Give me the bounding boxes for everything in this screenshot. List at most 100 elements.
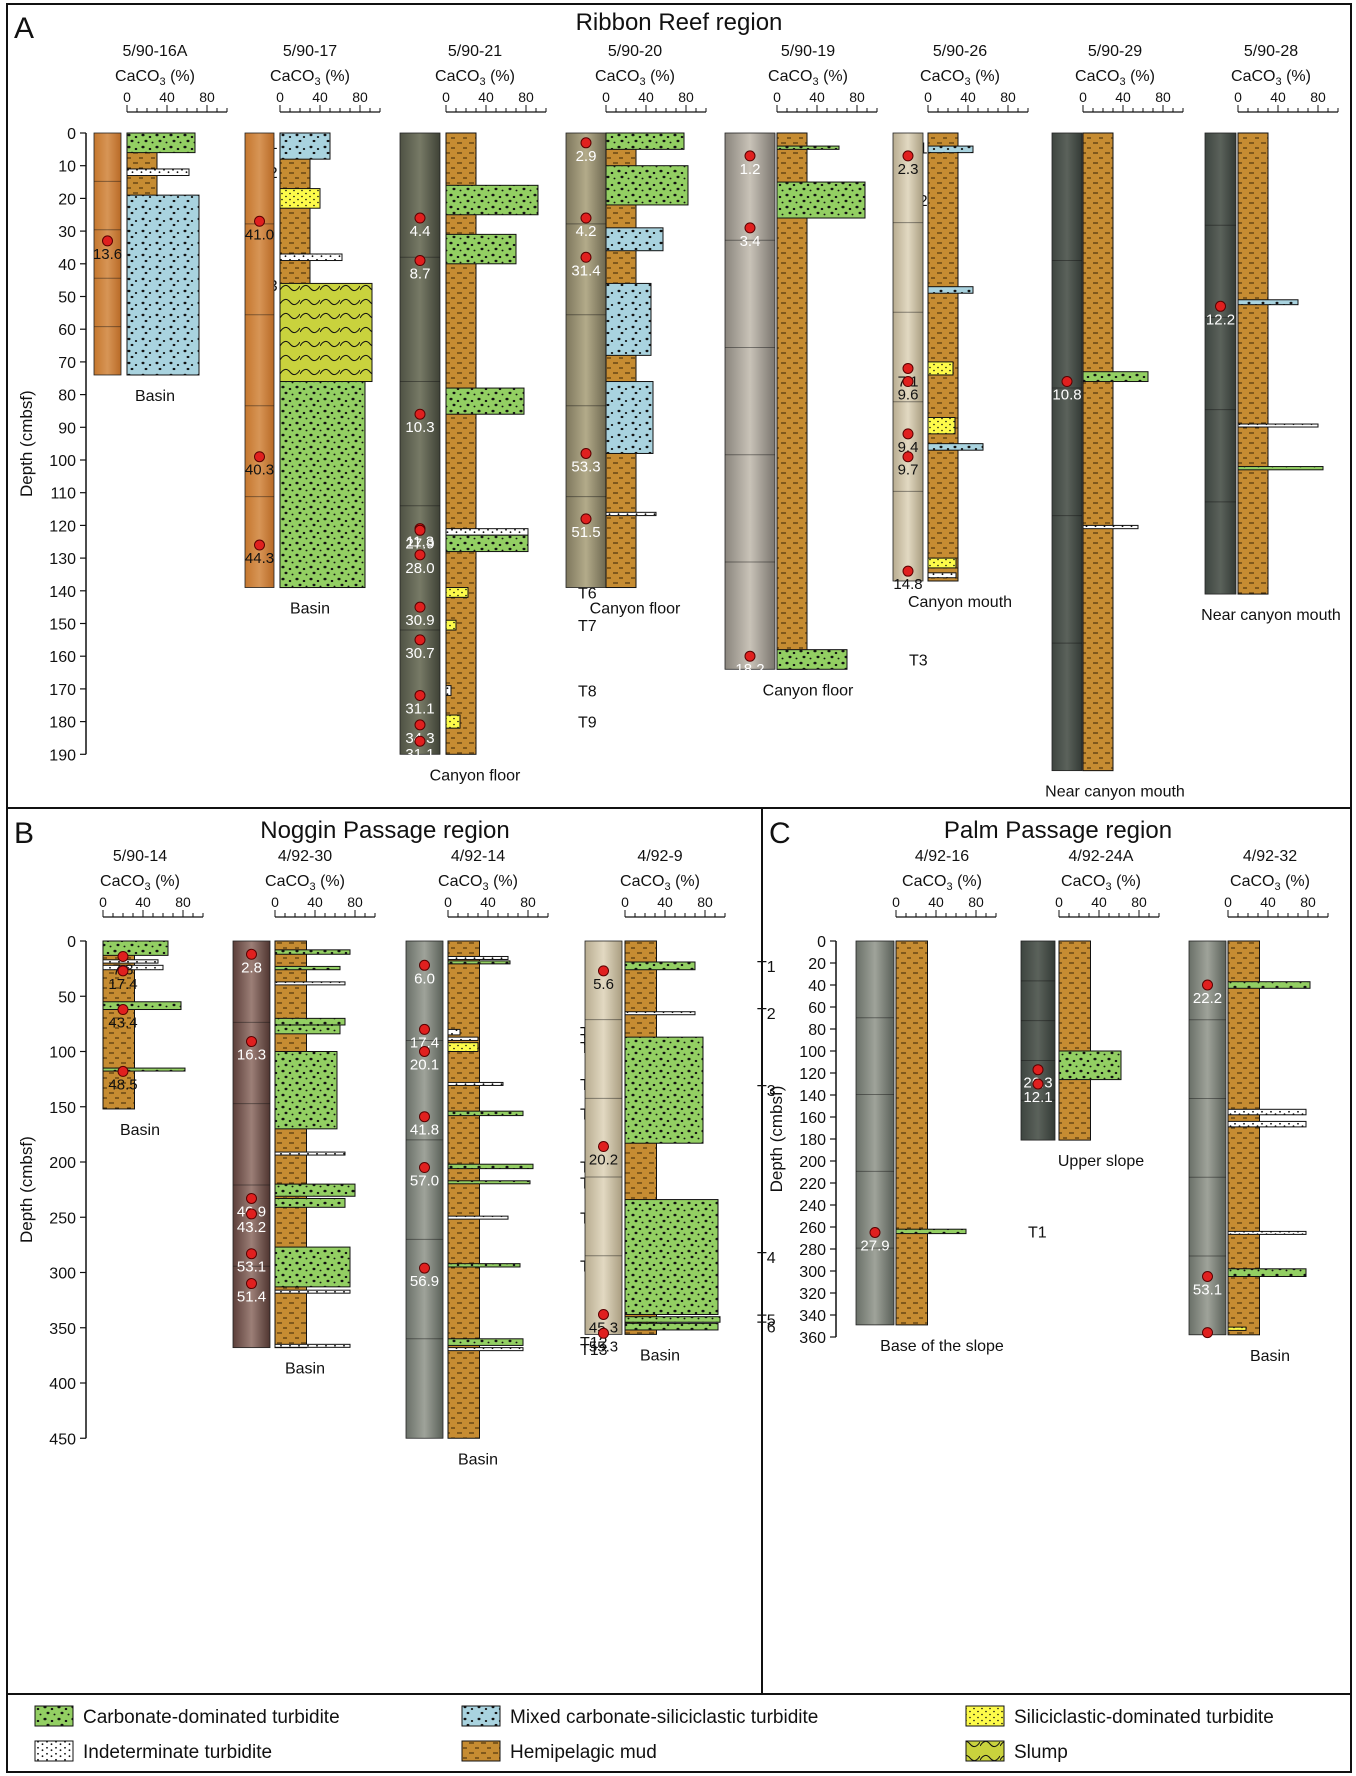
- depth-tick-label: 70: [58, 355, 76, 372]
- sample-dot: [102, 235, 113, 247]
- legend-label: Indeterminate turbidite: [83, 1742, 272, 1763]
- sample-caco3-value: 4.2: [576, 223, 597, 240]
- sample-caco3-value: 27.9: [860, 1238, 889, 1255]
- turbidite-t5: [927, 443, 984, 451]
- turbidite-label: T3: [909, 652, 928, 669]
- turbidite-t6: [927, 557, 957, 569]
- core-id: 5/90-17: [283, 43, 337, 60]
- legend-item-carbonate: Carbonate-dominated turbidite: [34, 1705, 340, 1728]
- depth-tick-label: 350: [49, 1321, 76, 1338]
- sample-caco3-value: 41.0: [245, 226, 274, 243]
- turbidite-t1: [624, 961, 696, 971]
- legend-swatch: [461, 1705, 501, 1727]
- turbidite-t4: [445, 528, 529, 536]
- depth-axis: 0 20 40 60 80 100 120 140 160 180 200 220 240 260 280 3…: [767, 934, 837, 1347]
- caco3-tick-label: 40: [1270, 89, 1286, 105]
- core-photo: [565, 132, 607, 588]
- caco3-tick-label: 40: [307, 894, 323, 910]
- depth-tick-label: 150: [49, 617, 76, 634]
- core-setting-label: Basin: [640, 1347, 680, 1364]
- sample-dot: [117, 1065, 129, 1077]
- caco3-tick-label: 80: [175, 894, 191, 910]
- legend-label: Siliciclastic-dominated turbidite: [1014, 1707, 1274, 1728]
- sample-dot: [1032, 1064, 1044, 1076]
- core-setting-label: Near canyon mouth: [1201, 607, 1341, 624]
- facies-slump: [279, 282, 373, 383]
- turbidite-t1: [927, 145, 974, 154]
- caco3-axis-label: CaCO3 (%): [1230, 873, 1310, 893]
- sample-caco3-value: 12.2: [1206, 311, 1235, 328]
- depth-tick-label: 170: [49, 682, 76, 699]
- turbidite-t1: [274, 949, 351, 955]
- depth-axis-title: Depth (cmbsf): [767, 1086, 786, 1193]
- turbidite-label: T5: [757, 1312, 776, 1329]
- caco3-subscript: 3: [1276, 76, 1282, 88]
- caco3-tick-label: 0: [602, 89, 610, 105]
- depth-tick-label: 200: [49, 1155, 76, 1172]
- sample-dot: [414, 634, 426, 646]
- panel-a-title: Ribbon Reef region: [576, 9, 783, 36]
- turbidite-t8: [274, 1183, 356, 1197]
- turbidite-t5: [624, 1316, 721, 1323]
- hemipelagic-mud-column: [927, 132, 959, 582]
- core-id: 5/90-29: [1088, 43, 1142, 60]
- depth-tick-label: 100: [49, 1045, 76, 1062]
- panel-a-letter: A: [14, 12, 34, 45]
- sample-dot: [1202, 979, 1213, 991]
- core-id: 5/90-26: [933, 43, 987, 60]
- turbidite-t5: [102, 1067, 186, 1072]
- caco3-tick-label: 0: [271, 894, 279, 910]
- depth-tick-label: 0: [817, 934, 826, 951]
- caco3-tick-label: 40: [1260, 894, 1276, 910]
- sample-dot: [414, 549, 426, 561]
- caco3-tick-label: 80: [697, 894, 713, 910]
- sample-caco3-value: 30.9: [405, 612, 434, 629]
- panel-ribbon-reef: 0102030405060708090100110120130140150160…: [17, 43, 1341, 801]
- turbidite-t6: [605, 511, 657, 517]
- sample-dot: [254, 451, 265, 463]
- turbidite-t3: [927, 361, 954, 376]
- sample-dot: [414, 524, 426, 536]
- depth-tick-label: 50: [58, 290, 76, 307]
- depth-tick-label: 360: [799, 1330, 826, 1347]
- turbidite-t7: [274, 1151, 346, 1156]
- caco3-unit: (%): [1282, 68, 1311, 85]
- caco3-tick-label: 0: [924, 89, 932, 105]
- legend-item-indeterminate: Indeterminate turbidite: [34, 1740, 272, 1763]
- core-4-92-16: 4/92-16 CaCO3 (%)0 40 80 T1 27.9 Base of the s…: [855, 848, 1047, 1355]
- sample-caco3-value: 53.1: [1193, 1282, 1222, 1299]
- depth-tick-label: 240: [799, 1198, 826, 1215]
- caco3-axis-label: CaCO3 (%): [902, 873, 982, 893]
- depth-tick-label: 40: [808, 978, 826, 995]
- caco3-tick-label: 0: [1224, 894, 1232, 910]
- hemipelagic-mud-column: [447, 940, 480, 1439]
- turbidite-t4: [1227, 1230, 1307, 1235]
- core-setting-label: Basin: [458, 1451, 498, 1468]
- panel-palm-passage: 0 20 40 60 80 100 120 140 160 180 200 220 240 260 280 3…: [767, 848, 1329, 1365]
- sample-caco3-value: 2.8: [241, 959, 262, 976]
- turbidite-t9: [447, 1180, 531, 1185]
- core-photo: [405, 940, 444, 1439]
- sample-dot: [1032, 1078, 1044, 1090]
- turbidite-t6: [1227, 1326, 1247, 1331]
- sample-dot: [117, 965, 129, 977]
- caco3-axis-label: CaCO3 (%): [1061, 873, 1141, 893]
- turbidite-label: T4: [757, 1250, 776, 1267]
- depth-tick-label: 220: [799, 1176, 826, 1193]
- caco3-tick-label: 40: [1115, 89, 1131, 105]
- sample-dot: [902, 565, 914, 577]
- turbidite-t2: [624, 1011, 696, 1016]
- caco3-unit: (%): [316, 873, 345, 890]
- sample-dot: [414, 735, 426, 747]
- core-setting-label: Canyon floor: [590, 601, 681, 618]
- sample-dot: [598, 1327, 609, 1339]
- caco3-tick-label: 80: [849, 89, 865, 105]
- sample-dot: [419, 1046, 430, 1057]
